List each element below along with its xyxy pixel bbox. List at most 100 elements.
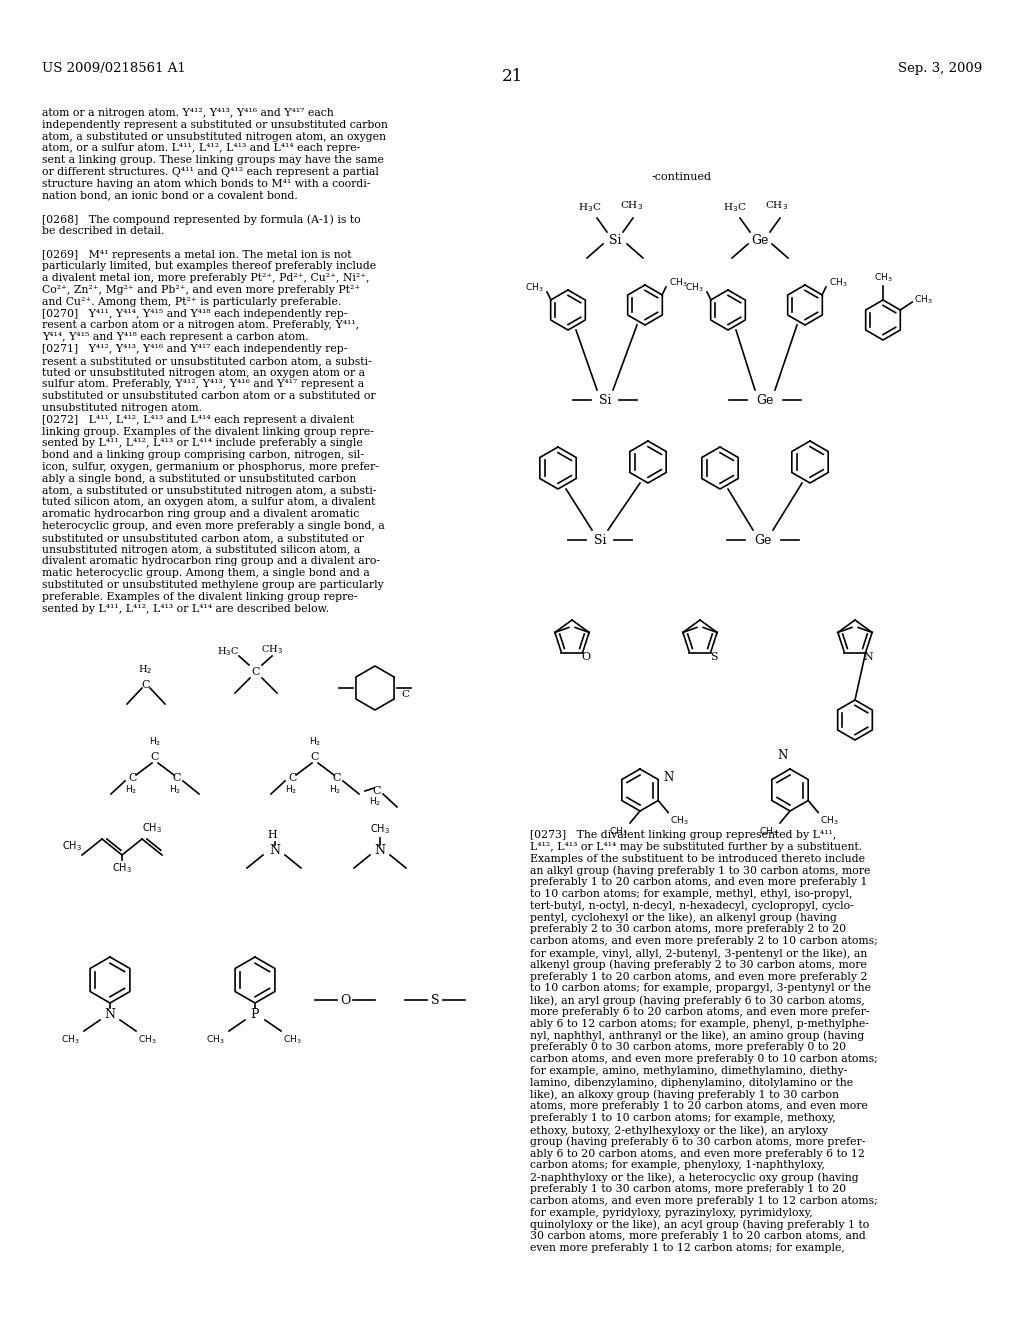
- Text: CH$_3$: CH$_3$: [207, 1034, 225, 1045]
- Text: CH$_3$: CH$_3$: [370, 822, 390, 836]
- Text: S: S: [431, 994, 439, 1006]
- Text: to 10 carbon atoms; for example, propargyl, 3-pentynyl or the: to 10 carbon atoms; for example, proparg…: [530, 983, 871, 994]
- Text: C: C: [333, 774, 341, 783]
- Text: [0269]   M⁴¹ represents a metal ion. The metal ion is not: [0269] M⁴¹ represents a metal ion. The m…: [42, 249, 351, 260]
- Text: Ge: Ge: [752, 234, 769, 247]
- Text: unsubstituted nitrogen atom, a substituted silicon atom, a: unsubstituted nitrogen atom, a substitut…: [42, 545, 360, 554]
- Text: CH$_3$: CH$_3$: [620, 199, 643, 213]
- Text: substituted or unsubstituted carbon atom, a substituted or: substituted or unsubstituted carbon atom…: [42, 533, 364, 543]
- Text: Y⁴¹⁴, Y⁴¹⁵ and Y⁴¹⁸ each represent a carbon atom.: Y⁴¹⁴, Y⁴¹⁵ and Y⁴¹⁸ each represent a car…: [42, 333, 308, 342]
- Text: C: C: [401, 690, 409, 700]
- Text: ethoxy, butoxy, 2-ethylhexyloxy or the like), an aryloxy: ethoxy, butoxy, 2-ethylhexyloxy or the l…: [530, 1125, 828, 1135]
- Text: CH$_3$: CH$_3$: [820, 814, 839, 828]
- Text: quinolyloxy or the like), an acyl group (having preferably 1 to: quinolyloxy or the like), an acyl group …: [530, 1220, 869, 1230]
- Text: C: C: [173, 774, 181, 783]
- Text: H$_2$: H$_2$: [148, 735, 161, 748]
- Text: CH$_3$: CH$_3$: [685, 281, 705, 294]
- Text: substituted or unsubstituted carbon atom or a substituted or: substituted or unsubstituted carbon atom…: [42, 391, 376, 401]
- Text: carbon atoms, and even more preferably 0 to 10 carbon atoms;: carbon atoms, and even more preferably 0…: [530, 1055, 878, 1064]
- Text: sented by L⁴¹¹, L⁴¹², L⁴¹³ or L⁴¹⁴ include preferably a single: sented by L⁴¹¹, L⁴¹², L⁴¹³ or L⁴¹⁴ inclu…: [42, 438, 362, 449]
- Text: alkenyl group (having preferably 2 to 30 carbon atoms, more: alkenyl group (having preferably 2 to 30…: [530, 960, 867, 970]
- Text: Si: Si: [594, 533, 606, 546]
- Text: N: N: [104, 1008, 116, 1022]
- Text: Co²⁺, Zn²⁺, Mg²⁺ and Pb²⁺, and even more preferably Pt²⁺: Co²⁺, Zn²⁺, Mg²⁺ and Pb²⁺, and even more…: [42, 285, 360, 294]
- Text: C: C: [373, 785, 381, 796]
- Text: unsubstituted nitrogen atom.: unsubstituted nitrogen atom.: [42, 403, 202, 413]
- Text: CH$_3$: CH$_3$: [112, 861, 132, 875]
- Text: O: O: [340, 994, 350, 1006]
- Text: be described in detail.: be described in detail.: [42, 226, 165, 236]
- Text: CH$_3$: CH$_3$: [765, 199, 788, 213]
- Text: or different structures. Q⁴¹¹ and Q⁴¹² each represent a partial: or different structures. Q⁴¹¹ and Q⁴¹² e…: [42, 168, 379, 177]
- Text: a divalent metal ion, more preferably Pt²⁺, Pd²⁺, Cu²⁺, Ni²⁺,: a divalent metal ion, more preferably Pt…: [42, 273, 370, 284]
- Text: N: N: [269, 843, 281, 857]
- Text: C: C: [289, 774, 297, 783]
- Text: Si: Si: [599, 393, 611, 407]
- Text: and Cu²⁺. Among them, Pt²⁺ is particularly preferable.: and Cu²⁺. Among them, Pt²⁺ is particular…: [42, 297, 341, 306]
- Text: CH$_3$: CH$_3$: [142, 821, 162, 836]
- Text: [0272]   L⁴¹¹, L⁴¹², L⁴¹³ and L⁴¹⁴ each represent a divalent: [0272] L⁴¹¹, L⁴¹², L⁴¹³ and L⁴¹⁴ each re…: [42, 414, 354, 425]
- Text: CH$_3$: CH$_3$: [138, 1034, 157, 1045]
- Text: atom or a nitrogen atom. Y⁴¹², Y⁴¹³, Y⁴¹⁶ and Y⁴¹⁷ each: atom or a nitrogen atom. Y⁴¹², Y⁴¹³, Y⁴¹…: [42, 108, 334, 117]
- Text: substituted or unsubstituted methylene group are particularly: substituted or unsubstituted methylene g…: [42, 579, 384, 590]
- Text: N: N: [778, 748, 788, 762]
- Text: S: S: [710, 652, 718, 661]
- Text: Examples of the substituent to be introduced thereto include: Examples of the substituent to be introd…: [530, 854, 865, 863]
- Text: H$_3$C: H$_3$C: [723, 201, 746, 214]
- Text: tert-butyl, n-octyl, n-decyl, n-hexadecyl, cyclopropyl, cyclo-: tert-butyl, n-octyl, n-decyl, n-hexadecy…: [530, 900, 854, 911]
- Text: CH$_3$: CH$_3$: [914, 294, 933, 306]
- Text: structure having an atom which bonds to M⁴¹ with a coordi-: structure having an atom which bonds to …: [42, 178, 371, 189]
- Text: carbon atoms, and even more preferably 2 to 10 carbon atoms;: carbon atoms, and even more preferably 2…: [530, 936, 878, 946]
- Text: ably 6 to 12 carbon atoms; for example, phenyl, p-methylphe-: ably 6 to 12 carbon atoms; for example, …: [530, 1019, 869, 1028]
- Text: even more preferably 1 to 12 carbon atoms; for example,: even more preferably 1 to 12 carbon atom…: [530, 1243, 845, 1253]
- Text: C: C: [141, 680, 151, 690]
- Text: ably a single bond, a substituted or unsubstituted carbon: ably a single bond, a substituted or uns…: [42, 474, 356, 484]
- Text: CH$_3$: CH$_3$: [760, 825, 778, 837]
- Text: CH$_3$: CH$_3$: [670, 814, 689, 828]
- Text: preferably 0 to 30 carbon atoms, more preferably 0 to 20: preferably 0 to 30 carbon atoms, more pr…: [530, 1043, 846, 1052]
- Text: preferably 1 to 30 carbon atoms, more preferably 1 to 20: preferably 1 to 30 carbon atoms, more pr…: [530, 1184, 846, 1195]
- Text: nation bond, an ionic bond or a covalent bond.: nation bond, an ionic bond or a covalent…: [42, 190, 298, 201]
- Text: preferably 1 to 10 carbon atoms; for example, methoxy,: preferably 1 to 10 carbon atoms; for exa…: [530, 1113, 836, 1123]
- Text: divalent aromatic hydrocarbon ring group and a divalent aro-: divalent aromatic hydrocarbon ring group…: [42, 557, 380, 566]
- Text: H$_2$: H$_2$: [125, 783, 137, 796]
- Text: H$_3$C: H$_3$C: [217, 645, 239, 657]
- Text: lamino, dibenzylamino, diphenylamino, ditolylamino or the: lamino, dibenzylamino, diphenylamino, di…: [530, 1078, 853, 1088]
- Text: O: O: [581, 652, 590, 661]
- Text: for example, amino, methylamino, dimethylamino, diethy-: for example, amino, methylamino, dimethy…: [530, 1067, 848, 1076]
- Text: to 10 carbon atoms; for example, methyl, ethyl, iso-propyl,: to 10 carbon atoms; for example, methyl,…: [530, 888, 853, 899]
- Text: preferable. Examples of the divalent linking group repre-: preferable. Examples of the divalent lin…: [42, 591, 357, 602]
- Text: heterocyclic group, and even more preferably a single bond, a: heterocyclic group, and even more prefer…: [42, 521, 385, 531]
- Text: C: C: [310, 752, 319, 762]
- Text: P: P: [251, 1008, 259, 1022]
- Text: [0270]   Y⁴¹¹, Y⁴¹⁴, Y⁴¹⁵ and Y⁴¹⁸ each independently rep-: [0270] Y⁴¹¹, Y⁴¹⁴, Y⁴¹⁵ and Y⁴¹⁸ each in…: [42, 309, 347, 318]
- Text: [0271]   Y⁴¹², Y⁴¹³, Y⁴¹⁶ and Y⁴¹⁷ each independently rep-: [0271] Y⁴¹², Y⁴¹³, Y⁴¹⁶ and Y⁴¹⁷ each in…: [42, 345, 347, 354]
- Text: CH$_3$: CH$_3$: [609, 825, 628, 837]
- Text: H$_2$: H$_2$: [169, 783, 181, 796]
- Text: preferably 1 to 20 carbon atoms, and even more preferably 2: preferably 1 to 20 carbon atoms, and eve…: [530, 972, 867, 982]
- Text: preferably 1 to 20 carbon atoms, and even more preferably 1: preferably 1 to 20 carbon atoms, and eve…: [530, 878, 867, 887]
- Text: like), an alkoxy group (having preferably 1 to 30 carbon: like), an alkoxy group (having preferabl…: [530, 1089, 839, 1100]
- Text: sented by L⁴¹¹, L⁴¹², L⁴¹³ or L⁴¹⁴ are described below.: sented by L⁴¹¹, L⁴¹², L⁴¹³ or L⁴¹⁴ are d…: [42, 603, 329, 614]
- Text: Ge: Ge: [757, 393, 774, 407]
- Text: H$_2$: H$_2$: [285, 783, 297, 796]
- Text: N: N: [664, 771, 674, 784]
- Text: [0273]   The divalent linking group represented by L⁴¹¹,: [0273] The divalent linking group repres…: [530, 830, 837, 840]
- Text: Si: Si: [608, 234, 622, 247]
- Text: 30 carbon atoms, more preferably 1 to 20 carbon atoms, and: 30 carbon atoms, more preferably 1 to 20…: [530, 1232, 865, 1241]
- Text: CH$_3$: CH$_3$: [829, 277, 848, 289]
- Text: carbon atoms, and even more preferably 1 to 12 carbon atoms;: carbon atoms, and even more preferably 1…: [530, 1196, 878, 1205]
- Text: like), an aryl group (having preferably 6 to 30 carbon atoms,: like), an aryl group (having preferably …: [530, 995, 865, 1006]
- Text: US 2009/0218561 A1: US 2009/0218561 A1: [42, 62, 185, 75]
- Text: sent a linking group. These linking groups may have the same: sent a linking group. These linking grou…: [42, 156, 384, 165]
- Text: tuted silicon atom, an oxygen atom, a sulfur atom, a divalent: tuted silicon atom, an oxygen atom, a su…: [42, 498, 376, 507]
- Text: carbon atoms; for example, phenyloxy, 1-naphthyloxy,: carbon atoms; for example, phenyloxy, 1-…: [530, 1160, 825, 1171]
- Text: H$_2$: H$_2$: [329, 783, 341, 796]
- Text: for example, pyridyloxy, pyrazinyloxy, pyrimidyloxy,: for example, pyridyloxy, pyrazinyloxy, p…: [530, 1208, 813, 1217]
- Text: CH$_3$: CH$_3$: [62, 840, 82, 853]
- Text: [0268]   The compound represented by formula (A-1) is to: [0268] The compound represented by formu…: [42, 214, 360, 224]
- Text: Ge: Ge: [755, 533, 772, 546]
- Text: atom, or a sulfur atom. L⁴¹¹, L⁴¹², L⁴¹³ and L⁴¹⁴ each repre-: atom, or a sulfur atom. L⁴¹¹, L⁴¹², L⁴¹³…: [42, 144, 360, 153]
- Text: CH$_3$: CH$_3$: [261, 643, 283, 656]
- Text: an alkyl group (having preferably 1 to 30 carbon atoms, more: an alkyl group (having preferably 1 to 3…: [530, 866, 870, 876]
